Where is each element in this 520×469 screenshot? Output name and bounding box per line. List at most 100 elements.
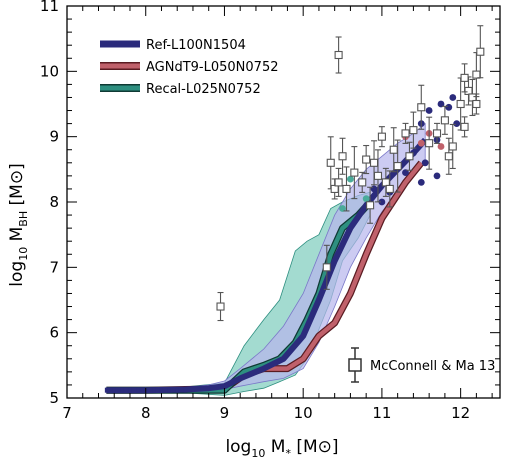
obs-marker: [444, 152, 453, 161]
obs-marker: [334, 178, 343, 187]
observation-point: [136, 387, 140, 393]
obs-marker: [432, 129, 442, 138]
galaxy-point: [453, 120, 461, 127]
obs-marker: [460, 73, 469, 82]
observation-point: [393, 139, 402, 193]
obs-marker: [326, 158, 335, 167]
observation-point: [405, 141, 414, 171]
obs-low-mass-marker: [104, 387, 108, 393]
obs-low-mass-marker: [136, 387, 140, 393]
obs-marker: [366, 201, 375, 210]
obs-marker: [330, 184, 339, 193]
galaxy-point: [425, 107, 433, 114]
obs-marker: [468, 93, 477, 102]
observation-legend: McConnell & Ma 13: [348, 347, 495, 383]
observation-point: [385, 170, 394, 208]
observation-point: [468, 78, 477, 117]
obs-marker: [425, 139, 434, 148]
galaxy-point: [370, 185, 378, 193]
observation-point: [350, 146, 359, 200]
observation-point: [104, 387, 108, 393]
obs-low-mass-marker: [120, 387, 124, 393]
observation-point: [175, 387, 179, 393]
x-axis-label: log10 M* [M⊙]: [225, 437, 338, 460]
observation-point: [409, 111, 418, 149]
galaxy-point: [449, 94, 457, 101]
legend: Ref-L100N1504 AGNdT9-L050N0752 Recal-L02…: [100, 38, 278, 97]
obs-marker: [472, 70, 481, 79]
obs-low-mass-marker: [152, 387, 156, 393]
observation-point: [377, 126, 386, 148]
y-tick-label: 5: [49, 389, 59, 407]
observation-point: [322, 244, 331, 290]
y-tick-label: 8: [49, 193, 59, 211]
obs-marker: [409, 126, 418, 135]
galaxy-point: [421, 159, 429, 167]
observation-point: [338, 137, 347, 175]
observation-point: [112, 387, 116, 393]
observation-point: [417, 84, 426, 130]
obs-marker: [377, 132, 386, 141]
observation-point: [128, 387, 132, 393]
galaxy-point: [362, 195, 370, 203]
galaxy-point: [402, 169, 409, 177]
obs-marker: [322, 263, 331, 272]
observation-point: [432, 122, 442, 144]
observation-point: [460, 116, 469, 138]
galaxy-point: [378, 198, 386, 206]
galaxy-point: [417, 179, 425, 186]
obs-marker: [385, 184, 394, 193]
x-tick-label: 8: [141, 404, 151, 422]
y-tick-label: 10: [40, 62, 59, 80]
x-tick-label: 9: [220, 404, 230, 422]
obs-marker: [381, 178, 390, 187]
obs-legend-marker: [348, 358, 362, 372]
obs-marker: [440, 116, 449, 125]
x-tick-label: 11: [372, 404, 391, 422]
obs-marker: [405, 152, 414, 161]
galaxy-point: [437, 100, 445, 108]
obs-marker: [401, 129, 410, 138]
galaxy-point: [437, 143, 445, 150]
y-axis-label: log10 MBH [M⊙]: [7, 163, 30, 286]
obs-marker: [216, 302, 225, 311]
observation-point: [159, 387, 163, 393]
obs-marker: [342, 184, 351, 193]
observation-point: [358, 171, 367, 193]
observation-point: [326, 136, 335, 190]
median-lines: [106, 137, 428, 394]
y-tick-label: 6: [49, 324, 59, 342]
obs-marker: [456, 99, 465, 109]
observation-point: [373, 149, 383, 203]
obs-marker: [460, 122, 469, 131]
obs-marker: [334, 50, 343, 60]
observation-point: [460, 63, 469, 93]
obs-marker: [476, 47, 485, 56]
observation-point: [472, 52, 481, 98]
obs-marker: [373, 171, 383, 180]
obs-marker: [472, 99, 481, 109]
observation-point: [120, 387, 124, 393]
observation-point: [167, 387, 171, 393]
obs-low-mass-marker: [183, 387, 187, 393]
obs-marker: [338, 152, 347, 161]
observation-point: [440, 105, 449, 135]
obs-marker: [362, 155, 371, 164]
obs-marker: [358, 178, 367, 187]
galaxy-point: [445, 103, 453, 111]
obs-marker: [369, 158, 379, 167]
observation-point: [401, 122, 410, 144]
x-tick-label: 10: [294, 404, 313, 422]
obs-low-mass-marker: [128, 387, 132, 393]
x-tick-label: 7: [62, 404, 72, 422]
x-tick-label: 12: [451, 404, 470, 422]
obs-low-mass-marker: [167, 387, 171, 393]
obs-marker: [350, 168, 359, 177]
observation-point: [152, 387, 156, 393]
galaxy-points: [339, 94, 461, 212]
y-tick-label: 9: [49, 128, 59, 146]
obs-marker: [393, 162, 402, 171]
obs-low-mass-marker: [175, 387, 179, 393]
